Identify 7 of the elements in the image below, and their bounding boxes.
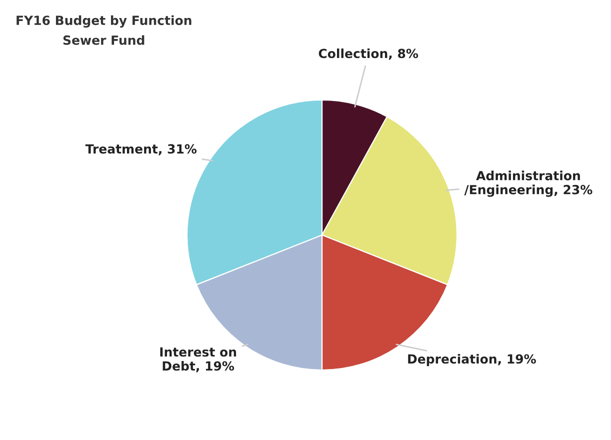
- chart-subtitle: Sewer Fund: [63, 35, 144, 45]
- chart-title: FY16 Budget by Function: [16, 15, 192, 28]
- slice-label: Depreciation, 19%: [408, 354, 536, 366]
- slice-label: Interest on Debt, 19%: [160, 347, 236, 372]
- slice-label: Treatment, 31%: [85, 144, 197, 156]
- slice-label: Administration /Engineering, 23%: [464, 170, 592, 197]
- slice-label: Collection, 8%: [318, 48, 418, 60]
